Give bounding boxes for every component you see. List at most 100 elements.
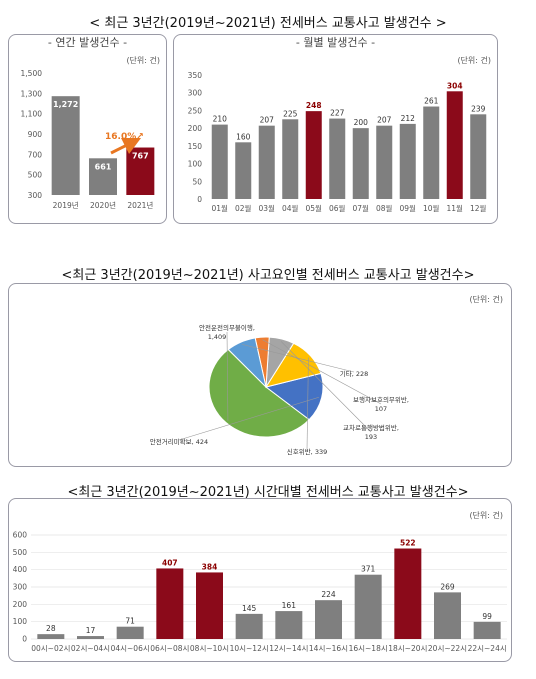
pie-label: 안전거리미확보, 424 xyxy=(150,437,208,446)
y-tick-label: 600 xyxy=(13,531,28,540)
bar-value-label: 661 xyxy=(95,162,112,171)
y-tick-label: 300 xyxy=(28,191,43,200)
pie-slice xyxy=(208,348,310,438)
y-tick-label: 100 xyxy=(13,617,28,626)
bar xyxy=(470,114,487,199)
bar-value-label: 207 xyxy=(377,116,392,125)
pie-slice xyxy=(227,337,267,389)
x-tick-label: 12월 xyxy=(470,203,487,213)
x-tick-label: 08시~10시 xyxy=(190,644,229,653)
bar xyxy=(376,125,393,199)
bar xyxy=(473,621,501,639)
bar xyxy=(77,636,104,639)
y-tick-label: 500 xyxy=(28,171,43,180)
y-tick-label: 100 xyxy=(188,160,203,169)
monthly-subtitle: - 월별 발생건수 - xyxy=(295,36,376,49)
bar xyxy=(211,124,228,199)
bar-value-label: 225 xyxy=(283,109,298,118)
x-tick-label: 01월 xyxy=(212,203,229,213)
bar-value-label: 522 xyxy=(400,539,416,548)
x-tick-label: 20시~22시 xyxy=(428,644,467,653)
bar-value-label: 224 xyxy=(321,590,336,599)
y-tick-label: 1,100 xyxy=(21,110,43,119)
bar xyxy=(354,574,382,639)
y-tick-label: 200 xyxy=(188,124,203,133)
bar-value-label: 28 xyxy=(46,624,56,633)
bar-value-label: 239 xyxy=(471,104,486,113)
y-tick-label: 500 xyxy=(13,548,28,557)
growth-label: 16.0%↗ xyxy=(105,132,144,142)
x-tick-label: 2019년 xyxy=(53,200,79,210)
bar-value-label: 212 xyxy=(401,114,416,123)
x-tick-label: 16시~18시 xyxy=(349,644,388,653)
pie-chart: 안전운전의무불이행,1,409 안전거리미확보, 424 신호위반, 339 교차로통… xyxy=(150,323,409,456)
x-tick-label: 08월 xyxy=(376,203,393,213)
pie-panel: (단위: 건) 안전운전의무불이행, 1,409 안전거리미확보, 424 신호위반,… xyxy=(8,283,512,467)
bar-value-label: 145 xyxy=(242,604,257,613)
bar xyxy=(434,592,461,639)
x-tick-label: 04월 xyxy=(282,203,299,213)
y-tick-label: 50 xyxy=(192,177,202,186)
section3-title: <최근 3년간(2019년~2021년) 시간대별 전세버스 교통사고 발생건수… xyxy=(67,485,469,500)
bar-value-label: 99 xyxy=(482,612,492,621)
annual-subtitle: - 연간 발생건수 - xyxy=(47,36,128,49)
bar xyxy=(315,600,342,639)
bar xyxy=(116,626,144,639)
y-tick-label: 1,500 xyxy=(21,69,43,78)
bar xyxy=(446,91,463,199)
pie-label: 안전운전의무불이행, xyxy=(199,323,255,332)
pie-leader-line xyxy=(280,341,372,433)
bar xyxy=(275,611,303,639)
annual-panel: - 연간 발생건수 - (단위: 건) 16.0%↗ 300 500 700 900 1… xyxy=(8,34,167,224)
y-tick-label: 1,300 xyxy=(21,89,43,98)
x-tick-label: 05월 xyxy=(306,203,323,213)
bar xyxy=(89,158,117,195)
bar-value-label: 384 xyxy=(202,562,218,571)
x-tick-label: 2021년 xyxy=(127,200,153,210)
pie-leader-line xyxy=(226,331,229,421)
bar xyxy=(51,96,80,195)
section2-title: <최근 3년간(2019년~2021년) 사고요인별 전세버스 교통사고 발생건… xyxy=(61,268,475,283)
bar-value-label: 767 xyxy=(132,152,149,161)
pie-leader-line xyxy=(242,344,355,373)
bar-value-label: 261 xyxy=(424,97,439,106)
y-tick-label: 400 xyxy=(13,565,28,574)
x-tick-label: 11월 xyxy=(447,203,464,213)
bar-value-label: 17 xyxy=(86,626,96,635)
y-tick-label: 0 xyxy=(197,195,202,204)
bar-value-label: 207 xyxy=(260,116,275,125)
bar xyxy=(423,106,440,199)
x-tick-label: 03월 xyxy=(259,203,276,213)
bar xyxy=(282,119,299,199)
hourly-panel: (단위: 건) 0 100 200 300 400 500 600 28 00시~02시 17 02… xyxy=(8,498,512,662)
bar-value-label: 227 xyxy=(330,109,345,118)
bar xyxy=(235,613,263,639)
bar-value-label: 210 xyxy=(213,115,228,124)
x-tick-label: 06월 xyxy=(329,203,346,213)
x-tick-label: 10월 xyxy=(423,203,440,213)
x-tick-label: 12시~14시 xyxy=(269,644,308,653)
y-tick-label: 900 xyxy=(28,130,43,139)
bar xyxy=(394,548,422,639)
pie-leader-line xyxy=(262,339,382,405)
y-tick-label: 300 xyxy=(188,89,203,98)
y-tick-label: 700 xyxy=(28,150,43,159)
y-tick-label: 200 xyxy=(13,600,28,609)
bar xyxy=(156,568,184,639)
bar-value-label: 160 xyxy=(236,132,251,141)
x-tick-label: 00시~02시 xyxy=(31,644,70,653)
x-tick-label: 04시~06시 xyxy=(111,644,150,653)
bar-value-label: 200 xyxy=(354,118,369,127)
x-tick-label: 22시~24시 xyxy=(468,644,507,653)
bar-value-label: 161 xyxy=(282,601,297,610)
bar-value-label: 269 xyxy=(440,582,455,591)
bar-value-label: 1,272 xyxy=(53,100,78,109)
bar xyxy=(258,125,275,199)
bar xyxy=(399,123,416,199)
hourly-unit: (단위: 건) xyxy=(469,511,503,520)
pie-leader-line xyxy=(306,357,309,451)
pie-value-label: 1,409 xyxy=(208,333,227,341)
bar xyxy=(329,118,346,199)
x-tick-label: 09월 xyxy=(400,203,417,213)
monthly-chart: 0 50 100 150 200 250 300 350 210 01월 160 02월 207 03월 2… xyxy=(188,71,487,213)
